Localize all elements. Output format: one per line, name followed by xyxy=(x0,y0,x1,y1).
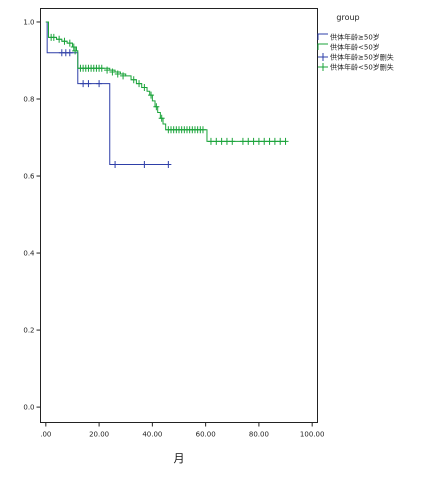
legend-swatch-step xyxy=(317,43,328,50)
legend-swatch-censor xyxy=(318,63,328,71)
censor-mark-1 xyxy=(207,137,214,145)
legend: group 供体年龄≥50岁供体年龄<50岁供体年龄≥50岁删失供体年龄<50岁… xyxy=(317,13,394,72)
censor-mark-1 xyxy=(229,137,236,145)
censor-mark-0 xyxy=(112,160,119,168)
censor-mark-1 xyxy=(282,137,289,145)
censor-mark-0 xyxy=(80,80,87,88)
censor-mark-1 xyxy=(266,137,273,145)
x-tick-label: 60.00 xyxy=(196,431,216,439)
y-tick-label: 0.0 xyxy=(23,404,34,412)
censor-mark-1 xyxy=(245,137,252,145)
censor-mark-1 xyxy=(56,35,63,43)
censor-mark-1 xyxy=(66,39,73,47)
censor-mark-1 xyxy=(261,137,268,145)
legend-label: 供体年龄<50岁删失 xyxy=(330,63,394,72)
censor-mark-1 xyxy=(72,47,79,55)
censor-mark-0 xyxy=(96,80,103,88)
censor-mark-1 xyxy=(136,80,143,88)
censor-mark-1 xyxy=(218,137,225,145)
legend-label: 供体年龄<50岁 xyxy=(330,43,380,52)
y-tick-label: 0.2 xyxy=(23,327,34,335)
x-tick-label: 100.00 xyxy=(300,431,325,439)
censor-mark-1 xyxy=(153,103,160,111)
censor-mark-1 xyxy=(141,83,148,91)
legend-title: group xyxy=(336,13,359,22)
x-axis-label: 月 xyxy=(174,452,185,465)
x-tick-label: 20.00 xyxy=(89,431,109,439)
x-tick-label: .00 xyxy=(40,431,51,439)
censor-mark-1 xyxy=(239,137,246,145)
censor-mark-0 xyxy=(165,160,172,168)
axes-layer: 0.0 0.2 0.4 0.6 0.8 1.0 .00 20.00 40.00 60.00 80.0… xyxy=(23,18,324,438)
censor-mark-1 xyxy=(223,137,230,145)
censor-mark-1 xyxy=(61,37,68,45)
x-tick-label: 80.00 xyxy=(249,431,269,439)
censor-mark-1 xyxy=(104,66,111,74)
censor-mark-1 xyxy=(158,114,165,122)
censor-mark-0 xyxy=(66,49,73,57)
legend-label: 供体年龄≥50岁删失 xyxy=(330,53,394,62)
censor-mark-1 xyxy=(120,72,127,80)
series-layer xyxy=(45,21,289,168)
y-tick-label: 0.8 xyxy=(23,96,34,104)
legend-swatch-censor xyxy=(318,53,328,61)
y-tick-label: 1.0 xyxy=(23,18,34,26)
censor-mark-1 xyxy=(148,91,155,99)
censor-mark-0 xyxy=(85,80,92,88)
plot-frame xyxy=(40,8,318,423)
censor-mark-1 xyxy=(98,64,105,72)
y-tick-label: 0.4 xyxy=(23,250,35,258)
censor-mark-1 xyxy=(130,76,137,84)
censor-mark-1 xyxy=(213,137,220,145)
censor-mark-1 xyxy=(250,137,257,145)
x-tick-label: 40.00 xyxy=(142,431,162,439)
censor-mark-0 xyxy=(141,160,148,168)
censor-mark-1 xyxy=(70,43,77,51)
censor-mark-1 xyxy=(50,33,57,41)
censor-mark-1 xyxy=(271,137,278,145)
y-tick-label: 0.6 xyxy=(23,173,35,181)
censor-mark-1 xyxy=(255,137,262,145)
censor-mark-1 xyxy=(199,126,206,134)
censor-mark-1 xyxy=(109,68,116,76)
censor-mark-1 xyxy=(277,137,284,145)
legend-swatch-step xyxy=(317,33,328,40)
censor-mark-1 xyxy=(114,70,121,78)
legend-label: 供体年龄≥50岁 xyxy=(330,33,380,42)
